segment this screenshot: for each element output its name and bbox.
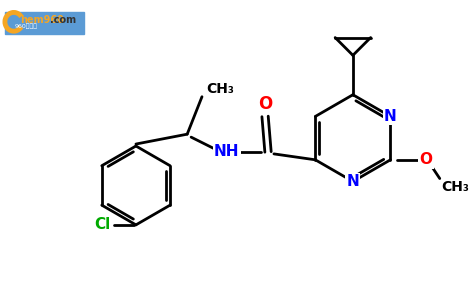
Text: N: N (346, 174, 359, 189)
Text: N: N (384, 109, 397, 124)
Text: CH₃: CH₃ (442, 180, 470, 195)
Text: hem960: hem960 (20, 15, 64, 25)
Text: NH: NH (214, 144, 239, 159)
Text: Cl: Cl (94, 217, 110, 232)
Bar (5, 12, 84, 34)
Text: O: O (258, 95, 272, 113)
Text: .com: .com (50, 15, 76, 25)
Text: 960化工网: 960化工网 (15, 23, 38, 28)
Text: O: O (419, 152, 432, 167)
Text: CH₃: CH₃ (206, 82, 234, 96)
